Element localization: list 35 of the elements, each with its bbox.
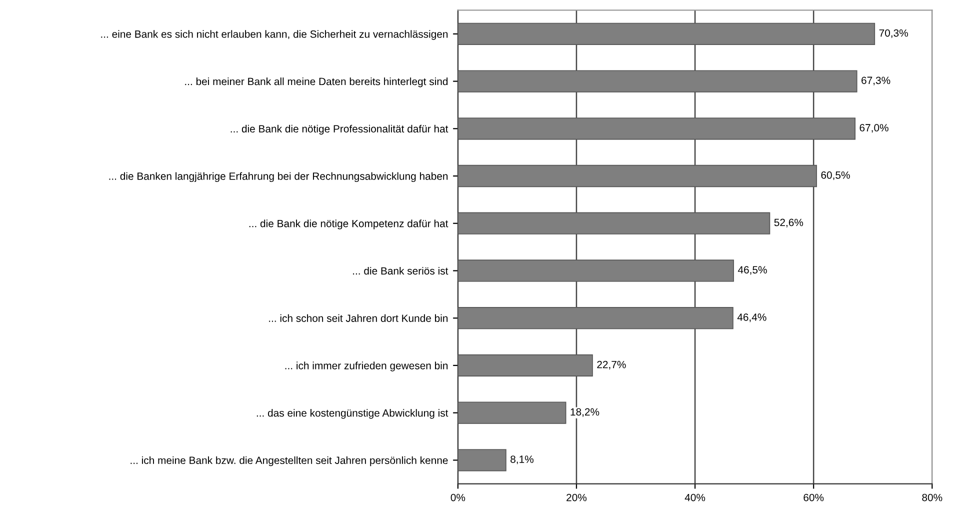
- data-label: 60,5%: [821, 171, 850, 180]
- bar: [458, 70, 858, 92]
- data-label: 18,2%: [570, 408, 600, 417]
- bar: [458, 22, 876, 45]
- data-label: 22,7%: [597, 360, 626, 370]
- data-label: 46,5%: [738, 266, 767, 275]
- y-tick-label: ... die Banken langjährige Erfahrung bei der Rechnungsabwicklung haben: [109, 172, 448, 182]
- y-tick-label: ... die Bank die nötige Kompetenz dafür hat: [249, 220, 448, 230]
- x-tick-label: 60%: [804, 494, 824, 502]
- data-label: 8,1%: [510, 456, 534, 464]
- data-label: 70,3%: [879, 29, 908, 38]
- y-tick-label: ... bei meiner Bank all meine Daten bereits hinterlegt sind: [185, 78, 448, 88]
- x-tick-label: 0%: [450, 494, 466, 502]
- x-tick-label: 20%: [566, 494, 587, 502]
- y-tick-label: ... ich schon seit Jahren dort Kunde bin: [269, 314, 448, 322]
- bar: [458, 212, 770, 234]
- bar: [458, 402, 566, 424]
- bar: [458, 164, 817, 188]
- y-tick-label: ... ich immer zufrieden gewesen bin: [285, 362, 448, 372]
- data-label: 67,0%: [860, 124, 888, 133]
- bar: [458, 307, 734, 330]
- data-label: 52,6%: [774, 218, 804, 228]
- y-tick-label: ... die Bank die nötige Professionalität dafür hat: [230, 124, 448, 135]
- y-tick-label: ... eine Bank es sich nicht erlauben kann, die Sicherheit zu vernachlässigen: [101, 30, 448, 40]
- y-tick-label: ... das eine kostengünstige Abwicklung ist: [256, 409, 448, 419]
- data-label: 46,4%: [737, 314, 766, 322]
- data-label: 67,3%: [862, 76, 890, 86]
- bar: [458, 354, 593, 377]
- bar: [458, 449, 506, 472]
- y-tick-label: ... ich meine Bank bzw. die Angestellten seit Jahren persönlich kenne: [130, 456, 448, 466]
- bar: [458, 118, 856, 140]
- bar: [458, 260, 734, 282]
- x-tick-label: 80%: [922, 494, 942, 502]
- y-tick-label: ... die Bank seriös ist: [353, 266, 448, 275]
- x-tick-label: 40%: [684, 494, 706, 502]
